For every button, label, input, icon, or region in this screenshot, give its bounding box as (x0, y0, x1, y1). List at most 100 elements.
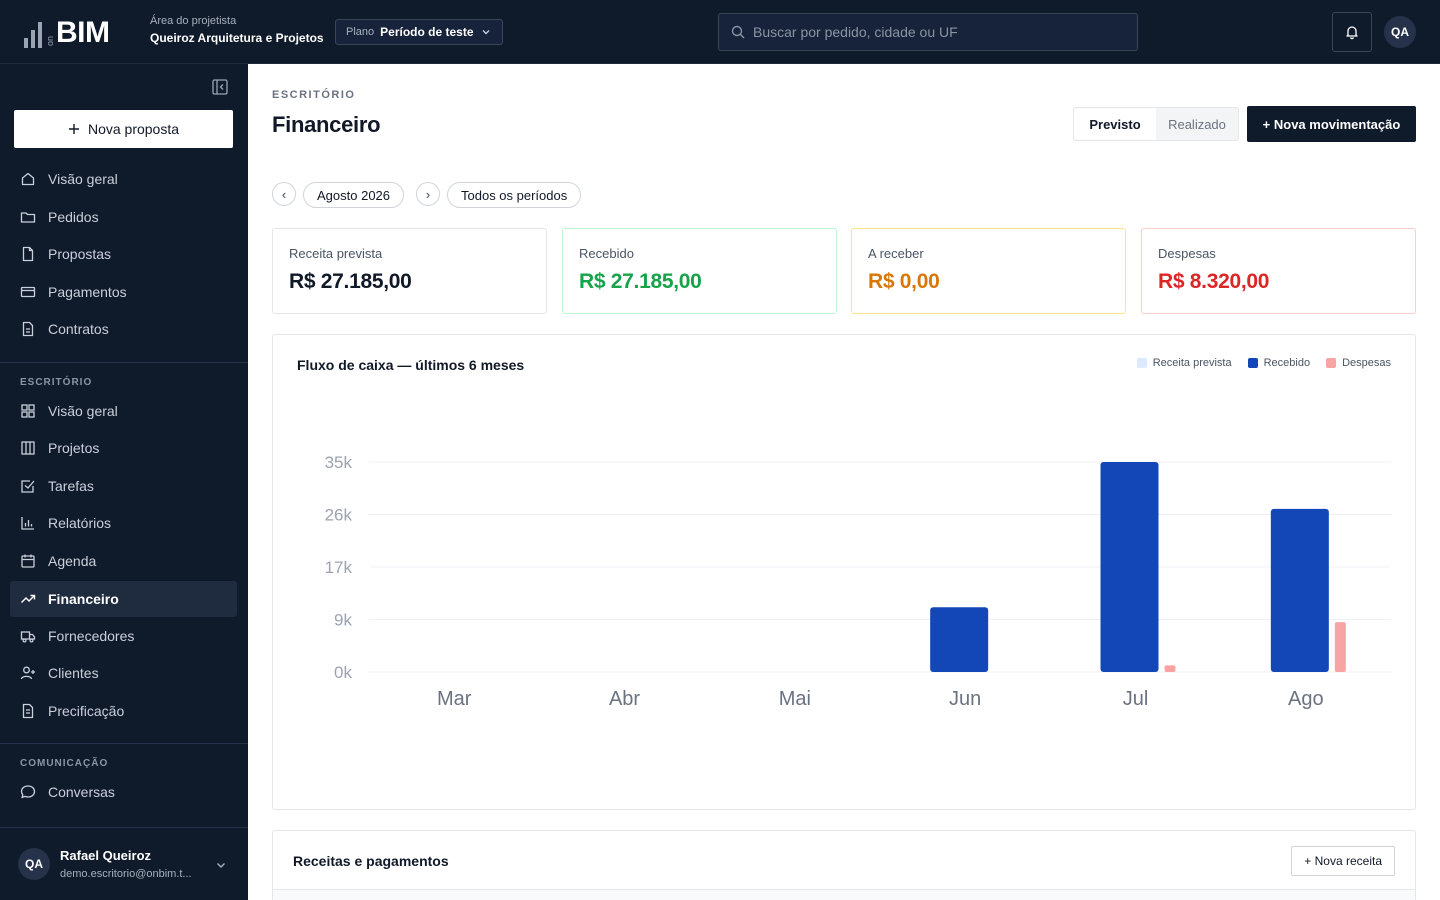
page-title: Financeiro (272, 112, 381, 137)
chevron-down-icon (482, 30, 489, 35)
sidebar-item-reports[interactable]: Relatórios (10, 505, 237, 541)
sidebar-item-projects[interactable]: Projetos (10, 430, 237, 466)
sidebar-item-label: Pagamentos (48, 284, 127, 300)
sidebar-divider (0, 362, 248, 363)
sidebar: Nova proposta Visão geral Pedidos Propos… (0, 64, 248, 900)
y-tick-label: 0k (334, 663, 352, 682)
section-title-office: ESCRITÓRIO (20, 377, 93, 388)
plan-label: Plano (346, 26, 375, 38)
x-tick-label: Ago (1288, 688, 1324, 710)
toggle-realized[interactable]: Realizado (1168, 116, 1226, 132)
sidebar-item-conversations[interactable]: Conversas (10, 774, 237, 810)
workspace-label: Área do projetista (150, 15, 237, 27)
toggle-forecast[interactable]: Previsto (1074, 108, 1156, 140)
previous-period-button[interactable]: ‹ (272, 182, 296, 206)
period-selector[interactable]: Agosto 2026 (303, 182, 405, 208)
user-plus-icon (20, 666, 35, 680)
sidebar-item-agenda[interactable]: Agenda (10, 543, 237, 579)
sidebar-item-suppliers[interactable]: Fornecedores (10, 618, 237, 654)
workspace-name: Queiroz Arquitetura e Projetos (150, 31, 324, 45)
sidebar-divider (0, 743, 248, 744)
bell-icon (1346, 26, 1358, 40)
plan-value: Período de teste (380, 25, 474, 39)
legend-label: Recebido (1263, 357, 1311, 369)
chevron-down-icon (217, 863, 225, 868)
contract-icon (22, 321, 34, 337)
search-box[interactable] (718, 13, 1138, 51)
bar-expenses-ago[interactable] (1334, 622, 1346, 672)
next-period-button[interactable]: › (416, 182, 440, 206)
sidebar-item-orders[interactable]: Pedidos (10, 199, 237, 235)
x-tick-label: Mai (779, 688, 811, 710)
y-tick-label: 9k (334, 611, 352, 630)
sidebar-item-payments[interactable]: Pagamentos (10, 274, 237, 310)
pricing-icon (22, 703, 34, 719)
sidebar-item-label: Fornecedores (48, 628, 135, 644)
grid-icon (21, 404, 35, 418)
new-movement-button[interactable]: + Nova movimentação (1247, 106, 1416, 142)
sidebar-item-tasks[interactable]: Tarefas (10, 468, 237, 504)
legend-swatch (1247, 358, 1258, 368)
table-header (273, 889, 1415, 900)
plan-selector[interactable]: Plano Período de teste (335, 19, 503, 45)
x-tick-label: Jun (949, 688, 981, 710)
cash-flow-chart-panel: 0k 9k 17k 26k 35k Mar Abr Mai Jun Jul Ago Fluxo de… (272, 334, 1416, 810)
onbim-logo[interactable]: on BIM (24, 16, 110, 48)
user-profile[interactable]: QA Rafael Queiroz demo.escritorio@onbim.… (0, 827, 248, 900)
logo-bars-icon (24, 22, 42, 48)
trending-icon (21, 594, 36, 603)
summary-card-received: Recebido R$ 27.185,00 (562, 228, 837, 314)
new-proposal-label: Nova proposta (87, 121, 180, 137)
sidebar-item-pricing[interactable]: Precificação (10, 693, 237, 729)
document-icon (22, 246, 34, 262)
card-label: Receita prevista (289, 246, 383, 261)
credit-card-icon (20, 286, 36, 298)
sidebar-item-label: Relatórios (48, 515, 112, 531)
legend-item-forecast[interactable]: Receita prevista (1136, 357, 1232, 369)
bar-received-jul[interactable] (1100, 462, 1159, 672)
card-label: A receber (868, 246, 924, 261)
revenues-payments-panel: Receitas e pagamentos + Nova receita (272, 830, 1416, 900)
section-title-communication: COMUNICAÇÃO (20, 758, 109, 769)
collapse-sidebar-icon[interactable] (212, 79, 228, 95)
search-icon (731, 25, 745, 39)
sidebar-item-label: Pedidos (48, 209, 99, 225)
plus-icon (68, 124, 79, 134)
sidebar-item-label: Projetos (48, 440, 100, 456)
card-value: R$ 27.185,00 (289, 270, 412, 293)
notifications-button[interactable] (1332, 12, 1372, 52)
new-revenue-button[interactable]: + Nova receita (1291, 846, 1395, 876)
card-value: R$ 27.185,00 (579, 270, 702, 293)
sidebar-item-office-overview[interactable]: Visão geral (10, 393, 237, 429)
top-bar: on BIM Área do projetista Queiroz Arquit… (0, 0, 1440, 64)
bar-received-jun[interactable] (930, 607, 989, 672)
new-proposal-button[interactable]: Nova proposta (14, 110, 233, 148)
sidebar-item-label: Contratos (48, 321, 109, 337)
logo-small-text: on (45, 35, 55, 46)
sidebar-item-clients[interactable]: Clientes (10, 655, 237, 691)
bar-received-ago[interactable] (1270, 508, 1329, 672)
checkbox-icon (21, 480, 35, 493)
legend-item-received[interactable]: Recebido (1247, 357, 1311, 369)
x-tick-label: Jul (1123, 688, 1149, 710)
truck-icon (20, 631, 36, 643)
sidebar-item-proposals[interactable]: Propostas (10, 236, 237, 272)
sidebar-item-finance[interactable]: Financeiro (10, 581, 237, 617)
folder-icon (20, 212, 36, 223)
table-title: Receitas e pagamentos (293, 853, 449, 869)
user-avatar[interactable]: QA (1384, 16, 1416, 48)
chart-title: Fluxo de caixa — últimos 6 meses (297, 357, 525, 373)
all-periods-button[interactable]: Todos os períodos (447, 182, 582, 208)
y-tick-label: 26k (325, 506, 353, 525)
chart-legend: Receita prevista Recebido Despesas (1136, 357, 1391, 369)
sidebar-item-overview[interactable]: Visão geral (10, 161, 237, 197)
sidebar-item-label: Visão geral (48, 403, 118, 419)
summary-card-receivable: A receber R$ 0,00 (851, 228, 1126, 314)
search-input[interactable] (753, 24, 1123, 40)
bar-expenses-jul[interactable] (1164, 665, 1176, 672)
sidebar-item-contracts[interactable]: Contratos (10, 311, 237, 347)
sidebar-item-label: Propostas (48, 246, 112, 262)
x-tick-label: Mar (437, 688, 472, 710)
legend-item-expenses[interactable]: Despesas (1326, 357, 1391, 369)
chat-icon (20, 785, 36, 799)
